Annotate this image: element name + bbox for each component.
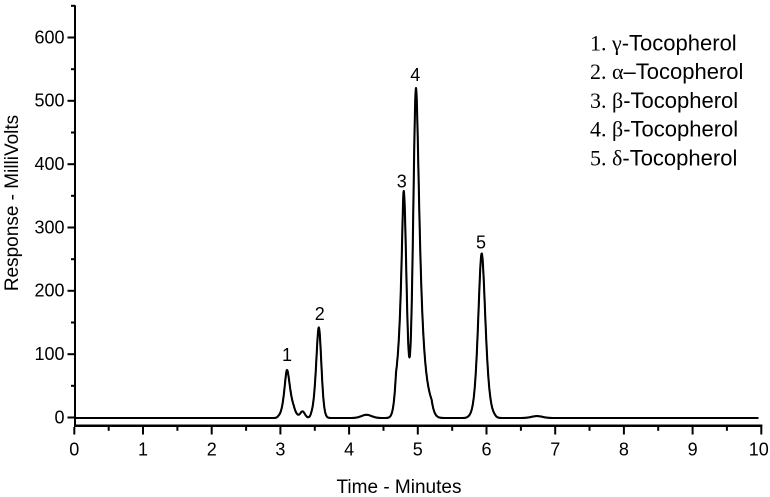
- svg-text:2: 2: [315, 304, 325, 324]
- svg-text:5: 5: [476, 233, 486, 253]
- svg-text:5: 5: [413, 440, 423, 460]
- svg-text:200: 200: [34, 281, 64, 301]
- svg-text:600: 600: [34, 27, 64, 47]
- svg-text:1: 1: [138, 440, 148, 460]
- svg-text:3: 3: [275, 440, 285, 460]
- svg-text:6: 6: [481, 440, 491, 460]
- svg-text:9: 9: [688, 440, 698, 460]
- svg-text:100: 100: [34, 344, 64, 364]
- svg-text:4: 4: [344, 440, 354, 460]
- svg-text:1. γ-Tocopherol: 1. γ-Tocopherol: [590, 31, 737, 56]
- svg-text:1: 1: [282, 345, 292, 365]
- svg-text:0: 0: [69, 440, 79, 460]
- svg-text:0: 0: [54, 407, 64, 427]
- svg-text:10: 10: [749, 440, 769, 460]
- svg-text:500: 500: [34, 91, 64, 111]
- svg-text:400: 400: [34, 154, 64, 174]
- svg-text:7: 7: [550, 440, 560, 460]
- svg-text:2. α–Tocopherol: 2. α–Tocopherol: [590, 59, 743, 84]
- svg-text:4: 4: [410, 65, 420, 85]
- svg-text:Response - MilliVolts: Response - MilliVolts: [2, 115, 23, 291]
- svg-text:300: 300: [34, 217, 64, 237]
- svg-text:Time - Minutes: Time - Minutes: [337, 477, 462, 497]
- svg-text:3. β-Tocopherol: 3. β-Tocopherol: [590, 88, 738, 113]
- svg-text:8: 8: [619, 440, 629, 460]
- svg-text:4. β-Tocopherol: 4. β-Tocopherol: [590, 117, 738, 142]
- svg-text:2: 2: [207, 440, 217, 460]
- svg-text:5. δ-Tocopherol: 5. δ-Tocopherol: [590, 145, 737, 170]
- svg-text:3: 3: [397, 172, 407, 192]
